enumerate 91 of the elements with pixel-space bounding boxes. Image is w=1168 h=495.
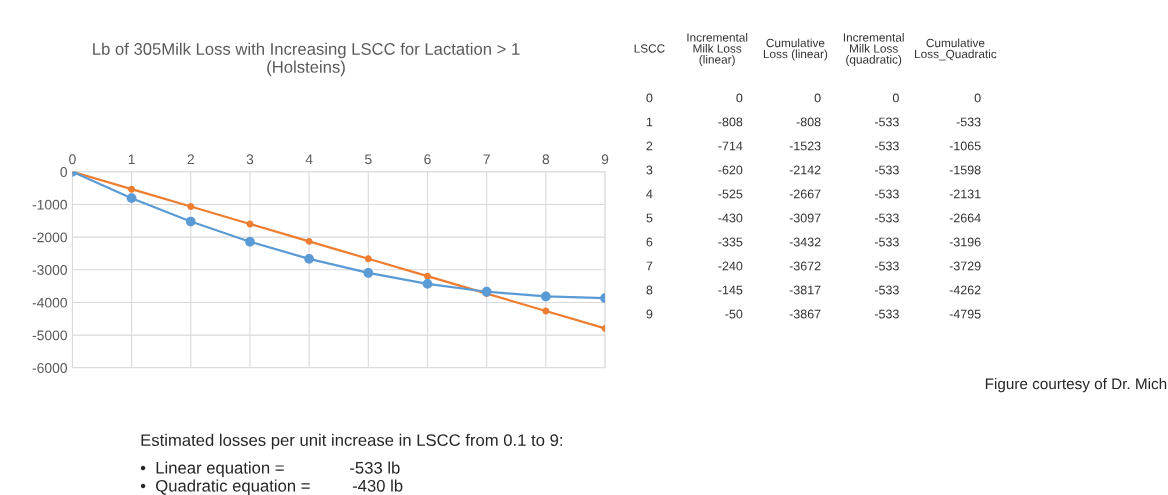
text: 1: [646, 117, 653, 127]
text: -808: [796, 117, 821, 127]
point: [481, 286, 492, 297]
text: -3432: [789, 237, 821, 247]
text: -4795: [949, 309, 981, 319]
chart-title: Lb of 305Milk Loss with Increasing LSCC for Lactation > 1 (Holsteins): [93, 42, 520, 77]
text: -533: [874, 165, 899, 175]
point: [364, 255, 372, 263]
text: -808: [718, 117, 743, 127]
point: [424, 272, 431, 280]
text: • Linear equation = -533 lb: [140, 461, 400, 478]
text: -533: [874, 285, 899, 295]
text: Incremental Milk Loss (quadratic): [843, 32, 904, 67]
text: -335: [718, 237, 743, 247]
text: -1598: [949, 165, 981, 175]
text: -2142: [789, 165, 821, 175]
text: -533: [874, 117, 899, 127]
x-tick-label: 0: [69, 154, 76, 165]
text: -2667: [789, 189, 821, 199]
point: [185, 216, 196, 227]
point: [422, 279, 433, 289]
text: -430: [718, 213, 743, 223]
text: -533: [874, 261, 899, 271]
text: Figure courtesy of Dr. Mich: [985, 377, 1167, 393]
text: -240: [718, 261, 743, 271]
point: [245, 236, 255, 247]
text: -3672: [789, 261, 821, 271]
text: 3: [646, 165, 653, 175]
point: [304, 254, 314, 264]
text: -3817: [789, 285, 821, 295]
text: • Quadratic equation = -430 lb: [140, 479, 403, 495]
text: 0: [974, 93, 981, 103]
x-tick-label: 1: [128, 154, 135, 165]
text: -533: [874, 309, 899, 319]
point: [363, 268, 374, 278]
text: -533: [874, 189, 899, 199]
text: -1523: [789, 141, 821, 151]
x-tick-label: 6: [424, 154, 431, 165]
text: Cumulative Loss (linear): [763, 38, 828, 61]
point: [126, 193, 137, 204]
text: 8: [646, 285, 653, 295]
text: -145: [718, 285, 743, 295]
y-tick-label: -1000: [32, 199, 68, 210]
text: -2664: [949, 213, 981, 223]
text: Cumulative Loss_Quadratic: [915, 38, 997, 61]
text: -3867: [789, 309, 821, 319]
text: 9: [646, 309, 653, 319]
text: 0: [736, 93, 743, 103]
point: [128, 185, 136, 193]
text: 6: [646, 237, 653, 247]
text: -2131: [949, 189, 981, 199]
text: -533: [874, 141, 899, 151]
text: -1065: [949, 141, 981, 151]
x-tick-label: 4: [305, 154, 313, 165]
text: -3196: [949, 237, 981, 247]
text: -50: [725, 309, 743, 319]
text: 5: [646, 213, 653, 223]
point: [540, 291, 551, 302]
text: Incremental Milk Loss (linear): [687, 32, 748, 66]
text: -714: [718, 141, 743, 151]
text: -533: [956, 117, 981, 127]
text: -525: [718, 189, 743, 199]
x-tick-label: 5: [365, 154, 372, 165]
x-tick-label: 9: [601, 154, 609, 165]
text: -533: [874, 213, 899, 223]
text: LSCC: [634, 44, 665, 53]
x-tick-label: 7: [483, 154, 490, 165]
y-tick-label: -6000: [32, 363, 68, 373]
x-tick-label: 3: [246, 154, 254, 165]
y-tick-label: 0: [60, 167, 68, 177]
y-tick-label: -4000: [32, 297, 68, 308]
text: -620: [718, 165, 743, 175]
text: -3097: [789, 213, 821, 223]
point: [542, 307, 550, 315]
x-tick-label: 2: [187, 154, 194, 165]
point: [305, 237, 313, 245]
text: Estimated losses per unit increase in LSCC from 0.1 to 9:: [141, 433, 562, 450]
text: 7: [646, 261, 653, 271]
x-tick-label: 8: [542, 154, 550, 165]
text: 0: [814, 93, 821, 103]
text: 0: [892, 93, 899, 103]
y-tick-label: -2000: [32, 232, 68, 243]
text: 2: [646, 141, 653, 151]
y-tick-label: -3000: [32, 265, 68, 275]
text: -533: [874, 237, 899, 247]
point: [187, 203, 195, 211]
text: -4262: [949, 285, 981, 295]
y-tick-label: -5000: [32, 330, 68, 341]
text: 4: [646, 189, 653, 199]
text: -3729: [949, 261, 981, 271]
text: 0: [646, 93, 653, 103]
